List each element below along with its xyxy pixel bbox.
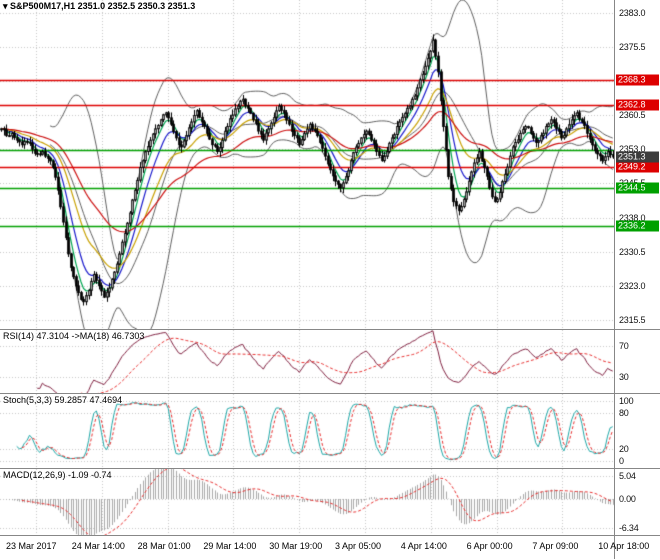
- axis-tick-label: 2338.0: [619, 212, 646, 223]
- price-line-tag: 2344.5: [616, 182, 659, 194]
- main-chart-canvas[interactable]: [0, 0, 614, 329]
- axis-corner: [614, 536, 660, 559]
- axis-tick-label: 2315.5: [619, 314, 646, 325]
- symbol-title: S&P500M17,H1 2351.0 2352.5 2350.3 2351.3: [10, 1, 196, 11]
- axis-tick-label: 2323.0: [619, 280, 646, 291]
- chart-title: ▾ S&P500M17,H1 2351.0 2352.5 2350.3 2351…: [3, 1, 195, 12]
- x-axis-label: 7 Apr 09:00: [532, 541, 579, 551]
- x-axis-label: 24 Mar 14:00: [71, 541, 125, 551]
- axis-tick-label: 2383.0: [619, 7, 646, 18]
- axis-tick-label: 0.00: [619, 494, 636, 504]
- rsi-axis[interactable]: 70 30: [614, 330, 660, 393]
- axis-tick-label: 70: [619, 340, 629, 351]
- stochastic-label: Stoch(5,3,3) 59.2857 47.4694: [3, 395, 123, 405]
- axis-tick-label: 30: [619, 372, 629, 383]
- stochastic-panel: 100 80 20 0 Stoch(5,3,3) 59.2857 47.4694: [0, 394, 660, 469]
- chart-dropdown-icon[interactable]: ▾: [3, 1, 8, 11]
- x-axis-label: 6 Apr 00:00: [466, 541, 513, 551]
- x-axis-label: 10 Apr 18:00: [598, 541, 650, 551]
- axis-tick-label: 5.04: [619, 470, 636, 481]
- axis-tick-label: 100: [619, 396, 634, 407]
- axis-tick-label: 2375.5: [619, 41, 646, 52]
- macd-canvas[interactable]: [0, 469, 614, 535]
- price-axis[interactable]: 2383.02375.52368.02360.52353.02345.52338…: [614, 0, 660, 329]
- axis-tick-label: 2353.0: [619, 144, 646, 155]
- time-axis[interactable]: 23 Mar 2017 24 Mar 14:00 28 Mar 01:00 29 Ma…: [0, 536, 660, 559]
- price-line-tag: 2368.3: [616, 74, 659, 86]
- axis-tick-label: 0: [619, 455, 624, 466]
- x-axis-label: 4 Apr 14:00: [400, 541, 447, 551]
- axis-tick-label: -6.34: [619, 523, 639, 534]
- macd-axis[interactable]: 5.04 0.00 -6.34: [614, 469, 660, 535]
- price-line-tag: 2336.2: [616, 220, 659, 232]
- axis-tick-label: 2330.5: [619, 246, 646, 257]
- x-axis-label: 30 Mar 19:00: [269, 541, 323, 551]
- x-axis-label: 23 Mar 2017: [6, 541, 57, 551]
- x-axis-label: 28 Mar 01:00: [137, 541, 191, 551]
- main-chart-panel: 2383.02375.52368.02360.52353.02345.52338…: [0, 0, 660, 330]
- stochastic-canvas[interactable]: [0, 394, 614, 468]
- price-line-tag: 2362.8: [616, 99, 659, 111]
- rsi-canvas[interactable]: [0, 330, 614, 393]
- macd-label: MACD(12,26,9) -1.09 -0.74: [3, 470, 112, 480]
- price-line-tag: 2349.2: [616, 161, 659, 173]
- axis-tick-label: 2360.5: [619, 110, 646, 121]
- macd-panel: 5.04 0.00 -6.34 MACD(12,26,9) -1.09 -0.74: [0, 469, 660, 536]
- rsi-label: RSI(14) 47.3104 ->MA(18) 46.7303: [3, 331, 145, 341]
- price-line-tag: 2351.3: [616, 151, 659, 163]
- x-axis-label: 29 Mar 14:00: [203, 541, 257, 551]
- axis-tick-label: 80: [619, 408, 629, 419]
- x-axis-label: 3 Apr 05:00: [335, 541, 382, 551]
- axis-tick-label: 20: [619, 443, 629, 454]
- rsi-panel: 70 30 RSI(14) 47.3104 ->MA(18) 46.7303: [0, 330, 660, 394]
- stochastic-axis[interactable]: 100 80 20 0: [614, 394, 660, 468]
